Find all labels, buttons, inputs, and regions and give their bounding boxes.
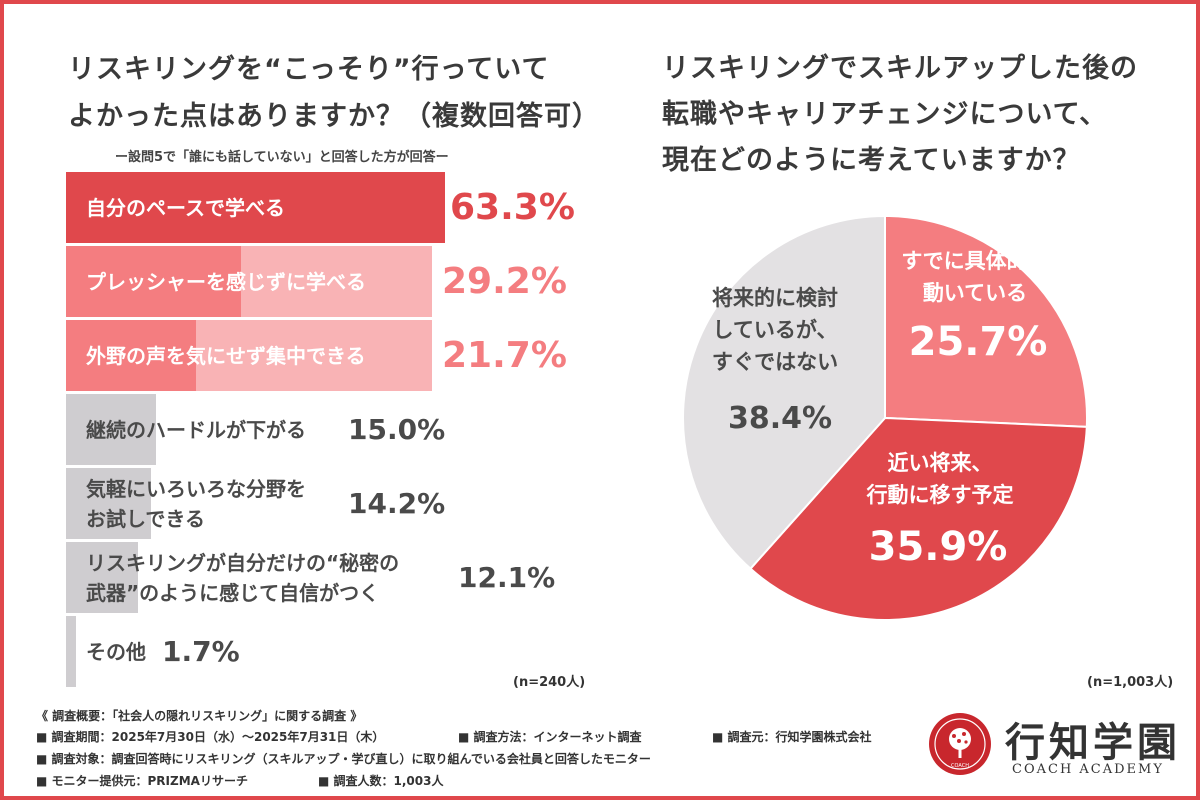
bar-value-label: 14.2% bbox=[348, 487, 446, 520]
coach-academy-logo: COACH bbox=[929, 713, 991, 775]
survey-count: ■ 調査人数：1,003人 bbox=[318, 774, 444, 788]
bar-label: 継続のハードルが下がる bbox=[86, 417, 306, 442]
bar-label: 気軽にいろいろな分野を お試しできる bbox=[86, 476, 306, 531]
bar bbox=[66, 320, 196, 391]
logo-seal-text: COACH bbox=[951, 763, 969, 769]
bar-row: 継続のハードルが下がる 15.0% bbox=[66, 394, 586, 465]
pie-slice bbox=[884, 214, 1088, 428]
bar-label: プレッシャーを感じずに学べる bbox=[86, 269, 366, 294]
bar-row: 気軽にいろいろな分野を お試しできる 14.2% bbox=[66, 468, 586, 539]
bar-label: 外野の声を気にせず集中できる bbox=[86, 343, 366, 368]
bar bbox=[66, 468, 151, 539]
bar-row: その他 1.7% bbox=[66, 616, 586, 687]
survey-period: ■ 調査期間：2025年7月30日（水）〜2025年7月31日（木） bbox=[36, 730, 385, 744]
left-chart-title: リスキリングを“こっそり”行っていて よかった点はありますか？（複数回答可） bbox=[68, 46, 600, 140]
bar-label: その他 bbox=[86, 639, 146, 664]
bar bbox=[66, 542, 139, 613]
bar-value-label: 29.2% bbox=[442, 261, 567, 302]
right-title-line-1: リスキリングでスキルアップした後の bbox=[662, 53, 1138, 84]
brand-name-en: COACH ACADEMY bbox=[1012, 762, 1164, 777]
pie-slice-label: 将来的に検討しているが、すぐではない bbox=[712, 286, 838, 374]
bar-label: 自分のペースで学べる bbox=[86, 195, 285, 220]
pie-slice-value: 38.4% bbox=[728, 401, 832, 436]
bar-value-label: 15.0% bbox=[348, 413, 446, 446]
brand-name-jp: 行知学園 bbox=[1005, 719, 1181, 766]
pie-slice-value: 35.9% bbox=[869, 524, 1008, 570]
pie-slice bbox=[749, 416, 1088, 621]
right-title-line-2: 転職やキャリアチェンジについて、 bbox=[662, 99, 1108, 130]
right-sample-size: (n=1,003人) bbox=[1087, 675, 1174, 690]
bar-label: リスキリングが自分だけの“秘密の 武器”のように感じて自信がつく bbox=[86, 550, 400, 605]
bar-value-label: 12.1% bbox=[458, 561, 556, 594]
pie-slice-value: 25.7% bbox=[909, 319, 1048, 365]
bar bbox=[66, 172, 445, 243]
bar-value-label: 21.7% bbox=[442, 335, 567, 376]
bar-value-label: 1.7% bbox=[162, 635, 240, 668]
left-chart-subtitle: ー設問5で「誰にも話していない」と回答した方が回答ー bbox=[115, 150, 449, 165]
left-title-line-2: よかった点はありますか？（複数回答可） bbox=[68, 101, 600, 132]
survey-method: ■ 調査方法：インターネット調査 bbox=[458, 730, 642, 744]
bar bbox=[66, 394, 156, 465]
bar bbox=[66, 616, 77, 687]
pie-slice-label: すでに具体的に動いている bbox=[901, 249, 1048, 305]
bar-row: リスキリングが自分だけの“秘密の 武器”のように感じて自信がつく 12.1% bbox=[66, 542, 586, 613]
survey-heading: 《 調査概要：「社会人の隠れリスキリング」に関する調査 》 bbox=[36, 709, 363, 723]
right-title-line-3: 現在どのように考えていますか？ bbox=[662, 145, 1081, 176]
survey-target: ■ 調査対象：調査回答時にリスキリング（スキルアップ・学び直し）に取り組んでいる… bbox=[36, 752, 651, 766]
survey-provider: ■ モニター提供元：PRIZMAリサーチ bbox=[36, 774, 248, 788]
pie-slice-label: 近い将来、行動に移す予定 bbox=[866, 451, 1014, 507]
pie-slice bbox=[682, 214, 886, 571]
left-title-line-1: リスキリングを“こっそり”行っていて bbox=[68, 54, 550, 85]
bar bbox=[66, 246, 241, 317]
bar-value-label: 63.3% bbox=[450, 187, 575, 228]
bar-row: 自分のペースで学べる 63.3% bbox=[66, 172, 586, 243]
bar-row: プレッシャーを感じずに学べる 29.2% bbox=[66, 246, 586, 317]
survey-source: ■ 調査元：行知学園株式会社 bbox=[712, 730, 872, 744]
bar-row: 外野の声を気にせず集中できる 21.7% bbox=[66, 320, 586, 391]
right-chart-title: リスキリングでスキルアップした後の 転職やキャリアチェンジについて、 現在どのよ… bbox=[662, 46, 1162, 184]
left-sample-size: (n=240人) bbox=[513, 675, 586, 690]
